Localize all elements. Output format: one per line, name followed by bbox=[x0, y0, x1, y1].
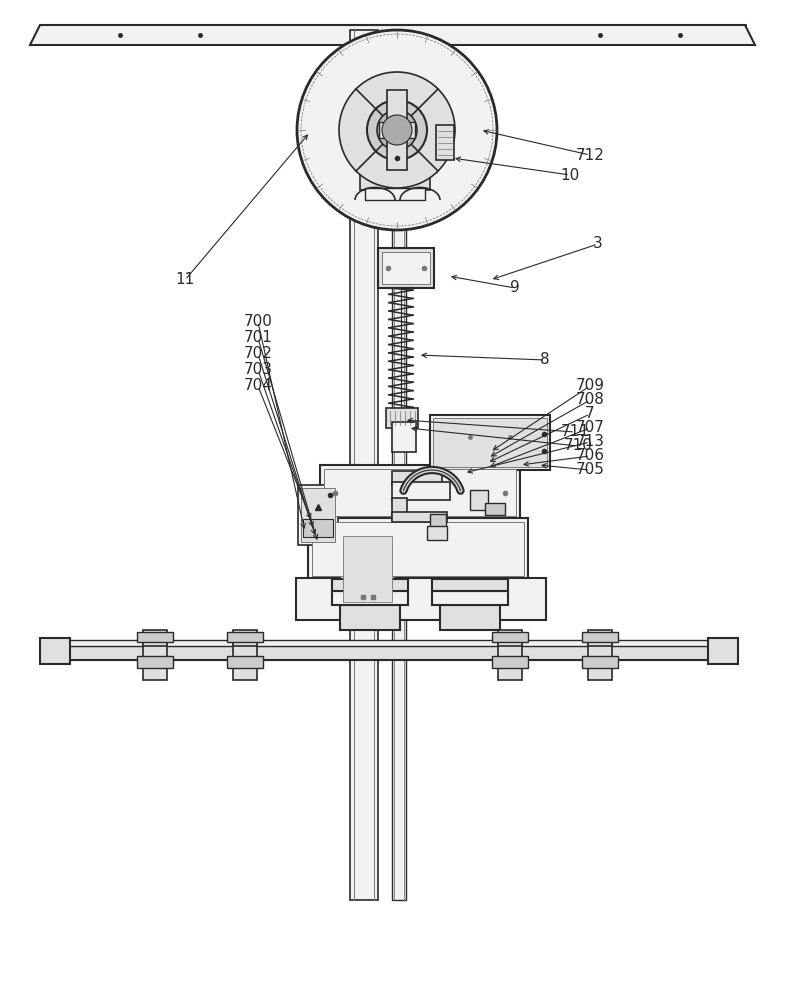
Text: 706: 706 bbox=[576, 448, 604, 464]
Bar bbox=[343, 536, 392, 602]
Bar bbox=[588, 630, 612, 646]
Bar bbox=[350, 30, 378, 900]
Bar bbox=[582, 632, 618, 642]
Text: 713: 713 bbox=[576, 434, 604, 450]
Text: 708: 708 bbox=[576, 392, 604, 408]
Bar bbox=[360, 160, 430, 190]
Bar bbox=[430, 415, 550, 470]
Bar bbox=[433, 418, 547, 467]
Text: 704: 704 bbox=[244, 378, 272, 393]
Bar bbox=[588, 638, 612, 680]
Bar bbox=[432, 591, 508, 605]
Bar bbox=[308, 518, 528, 580]
Bar bbox=[137, 656, 173, 668]
Bar bbox=[227, 656, 263, 668]
Bar bbox=[324, 469, 516, 516]
Circle shape bbox=[339, 72, 455, 188]
Bar bbox=[227, 632, 263, 642]
Bar bbox=[498, 630, 522, 646]
Text: 707: 707 bbox=[576, 420, 604, 436]
Polygon shape bbox=[340, 130, 370, 190]
Bar bbox=[392, 471, 442, 485]
Bar bbox=[378, 248, 434, 288]
Text: 701: 701 bbox=[244, 330, 272, 346]
Text: 711: 711 bbox=[561, 424, 589, 440]
Text: 8: 8 bbox=[540, 353, 549, 367]
Bar bbox=[392, 498, 407, 520]
Bar bbox=[312, 522, 524, 576]
Bar bbox=[137, 632, 173, 642]
Bar bbox=[50, 646, 728, 660]
Circle shape bbox=[382, 115, 412, 145]
Bar bbox=[492, 632, 528, 642]
Bar bbox=[340, 533, 395, 605]
Bar bbox=[386, 408, 418, 428]
Bar bbox=[40, 638, 70, 664]
Bar bbox=[436, 125, 454, 160]
Text: 710: 710 bbox=[564, 438, 592, 454]
Bar bbox=[233, 630, 257, 646]
Text: 10: 10 bbox=[561, 167, 580, 182]
Circle shape bbox=[367, 100, 427, 160]
Bar bbox=[379, 122, 415, 138]
Text: 703: 703 bbox=[244, 362, 272, 377]
Bar bbox=[50, 640, 728, 646]
Text: 705: 705 bbox=[576, 462, 604, 478]
Bar bbox=[440, 605, 500, 630]
Circle shape bbox=[377, 110, 417, 150]
Bar bbox=[708, 638, 738, 664]
Text: 7: 7 bbox=[585, 406, 595, 422]
Text: 702: 702 bbox=[244, 347, 272, 361]
Bar bbox=[301, 488, 335, 542]
Bar bbox=[470, 490, 488, 510]
Bar bbox=[498, 638, 522, 680]
Bar bbox=[392, 482, 450, 500]
Bar bbox=[392, 512, 447, 522]
Circle shape bbox=[297, 30, 497, 230]
Text: 3: 3 bbox=[593, 236, 603, 251]
Bar bbox=[430, 514, 446, 528]
Bar bbox=[320, 465, 520, 520]
Bar bbox=[298, 485, 338, 545]
Bar bbox=[382, 252, 430, 284]
Text: 9: 9 bbox=[510, 280, 520, 296]
Bar bbox=[143, 638, 167, 680]
Bar bbox=[296, 578, 546, 620]
Bar bbox=[427, 526, 447, 540]
Bar bbox=[332, 591, 408, 605]
Bar bbox=[387, 90, 407, 170]
Bar bbox=[582, 656, 618, 668]
Bar bbox=[485, 503, 505, 515]
Text: 709: 709 bbox=[576, 378, 604, 393]
Bar bbox=[365, 188, 425, 200]
Bar bbox=[492, 656, 528, 668]
Bar bbox=[303, 519, 333, 537]
Bar bbox=[340, 605, 400, 630]
Bar bbox=[432, 579, 508, 591]
Bar bbox=[143, 630, 167, 646]
Bar bbox=[332, 579, 408, 591]
Bar bbox=[392, 422, 416, 452]
Bar bbox=[392, 30, 406, 900]
Text: 712: 712 bbox=[576, 147, 604, 162]
Bar bbox=[233, 638, 257, 680]
Polygon shape bbox=[30, 25, 755, 45]
Text: 11: 11 bbox=[175, 272, 195, 288]
Text: 700: 700 bbox=[244, 314, 272, 330]
